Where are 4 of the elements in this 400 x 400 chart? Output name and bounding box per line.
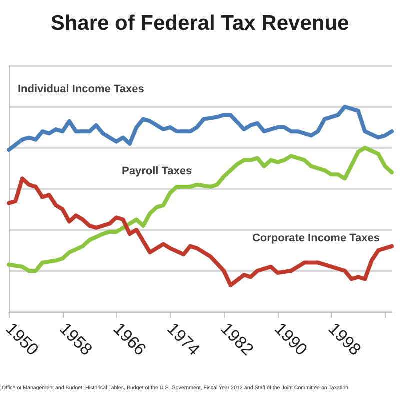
- series-label: Corporate Income Taxes: [252, 232, 380, 244]
- text: Individual Income Taxes: [18, 84, 144, 96]
- chart-title: Share of Federal Tax Revenue: [50, 12, 350, 35]
- series-label: Payroll Taxes: [122, 166, 192, 178]
